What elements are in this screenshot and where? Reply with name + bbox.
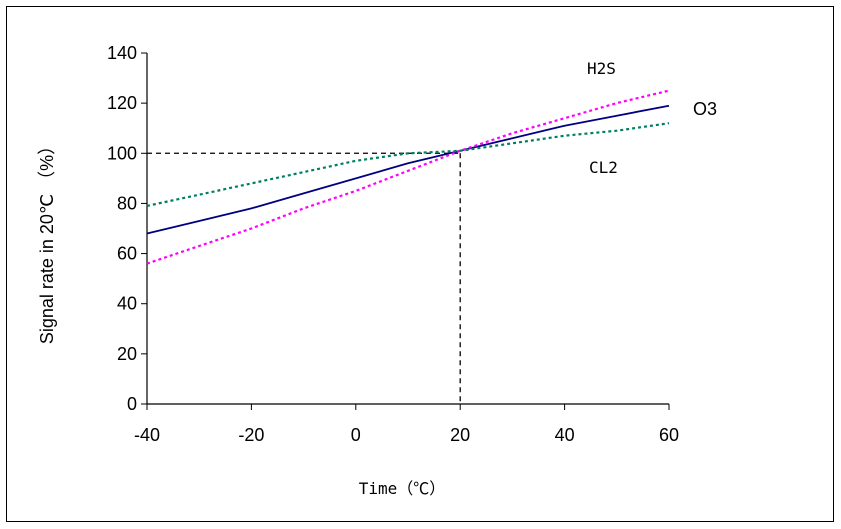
x-tick-label: -20	[238, 425, 264, 445]
series-line-cl2	[146, 122, 670, 207]
reference-lines	[147, 152, 461, 404]
y-tick-label: 120	[107, 93, 137, 113]
x-tick-label: -40	[134, 425, 160, 445]
y-tick-label: 20	[117, 344, 137, 364]
y-tick-label: 60	[117, 244, 137, 264]
x-tick-label: 20	[450, 425, 470, 445]
series-label-cl2: CL2	[589, 158, 618, 177]
x-axis-title: Time（℃）	[359, 479, 446, 498]
y-axis-title: Signal rate in 20℃ （%）	[37, 137, 57, 344]
series-line-h2s	[146, 89, 670, 265]
series-labels: O3 H2S CL2	[587, 59, 717, 177]
series-line-o3	[146, 104, 670, 235]
x-tick-label: 60	[659, 425, 679, 445]
y-tick-label: 0	[127, 394, 137, 414]
series-label-h2s: H2S	[587, 59, 616, 78]
axes: 0 20 40 60 80 100 120 140 -40 -20 0 20 40 60	[107, 43, 679, 445]
chart-frame: 0 20 40 60 80 100 120 140 -40 -20 0 20 40 60 O3 H2S CL2…	[6, 6, 834, 522]
x-tick-label: 40	[555, 425, 575, 445]
y-tick-label: 100	[107, 143, 137, 163]
y-tick-label: 80	[117, 193, 137, 213]
line-chart: 0 20 40 60 80 100 120 140 -40 -20 0 20 40 60 O3 H2S CL2…	[37, 43, 717, 498]
series-lines	[146, 89, 670, 265]
y-tick-label: 140	[107, 43, 137, 63]
x-tick-label: 0	[351, 425, 361, 445]
y-tick-label: 40	[117, 294, 137, 314]
series-label-o3: O3	[693, 99, 717, 119]
